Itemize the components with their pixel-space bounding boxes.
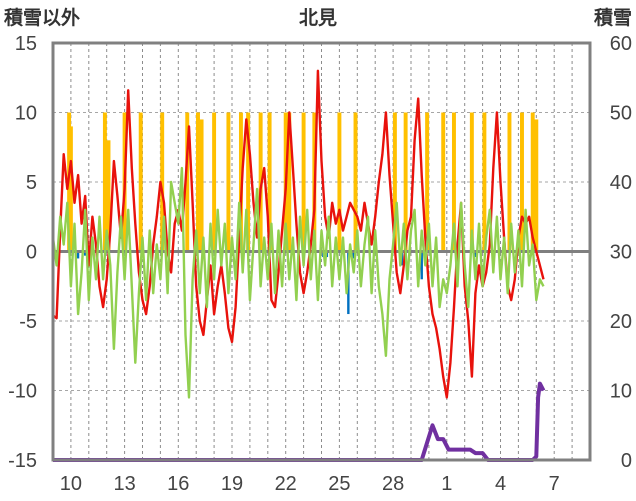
plot-frame <box>51 41 592 462</box>
precipitation-bar <box>474 251 477 258</box>
sunshine-bar <box>534 119 539 252</box>
y-tick-left: -5 <box>19 311 37 333</box>
x-tick-label: 28 <box>382 473 404 495</box>
precipitation-bar <box>420 251 423 280</box>
sunshine-bar <box>507 112 512 252</box>
sunshine-bar <box>106 140 111 252</box>
snow-depth-line <box>53 381 546 462</box>
left-axis-title: 積雪以外 <box>4 6 80 29</box>
sunshine-bar <box>68 126 73 252</box>
y-tick-left: 10 <box>15 103 37 125</box>
sunshine-bar <box>520 112 524 252</box>
sunshine-bar <box>425 112 430 252</box>
x-tick-label: 10 <box>60 473 82 495</box>
precipitation-bar <box>76 251 80 259</box>
sunshine-bar <box>353 112 358 252</box>
sunshine-bar <box>196 112 200 252</box>
sunshine-bar <box>482 112 487 252</box>
right-axis-title: 積雪 <box>594 6 632 29</box>
y-tick-right: 50 <box>610 103 632 125</box>
x-tick-label: 22 <box>275 473 297 495</box>
x-tick-label: 16 <box>167 473 189 495</box>
sunshine-bar <box>337 112 342 252</box>
y-tick-left: 15 <box>15 33 37 55</box>
precipitation-bar <box>84 251 87 256</box>
sunshine-bar <box>267 112 272 252</box>
sunshine-bar <box>451 112 456 252</box>
sunshine-bar <box>160 112 165 252</box>
y-tick-left: 5 <box>26 172 37 194</box>
y-tick-right: 0 <box>621 450 632 472</box>
y-tick-left: 0 <box>26 242 37 264</box>
sunshine-bar <box>199 119 204 252</box>
sunshine-bar <box>102 112 107 252</box>
sunshine-bar <box>287 112 292 252</box>
sunshine-bar <box>226 112 231 252</box>
y-tick-right: 30 <box>610 242 632 264</box>
secondary-line <box>51 166 545 399</box>
x-tick-label: 25 <box>328 473 350 495</box>
y-tick-right: 20 <box>610 311 632 333</box>
y-tick-right: 40 <box>610 172 632 194</box>
sunshine-bar <box>212 112 217 252</box>
sunshine-bar <box>403 112 408 252</box>
sunshine-bar <box>441 112 446 252</box>
x-tick-label: 7 <box>549 473 560 495</box>
x-tick-label: 1 <box>441 473 452 495</box>
series-lines <box>51 69 546 462</box>
sunshine-bar <box>301 112 306 252</box>
header-layer: 積雪以外 北見 積雪 <box>4 6 632 29</box>
chart-title: 北見 <box>299 7 337 29</box>
sunshine-bar <box>392 112 397 252</box>
sunshine-bar <box>138 112 143 252</box>
x-tick-label: 4 <box>495 473 506 495</box>
y-tick-right: 10 <box>610 381 632 403</box>
y-tick-right: 60 <box>610 33 632 55</box>
sunshine-bar <box>469 112 474 252</box>
x-tick-label: 13 <box>113 473 135 495</box>
sunshine-bar <box>530 112 535 252</box>
precipitation-bar <box>352 251 355 259</box>
y-tick-left: -15 <box>8 450 37 472</box>
x-tick-label: 19 <box>221 473 243 495</box>
y-tick-left: -10 <box>8 381 37 403</box>
sunshine-bar <box>246 112 251 252</box>
sunshine-bar <box>185 112 190 252</box>
